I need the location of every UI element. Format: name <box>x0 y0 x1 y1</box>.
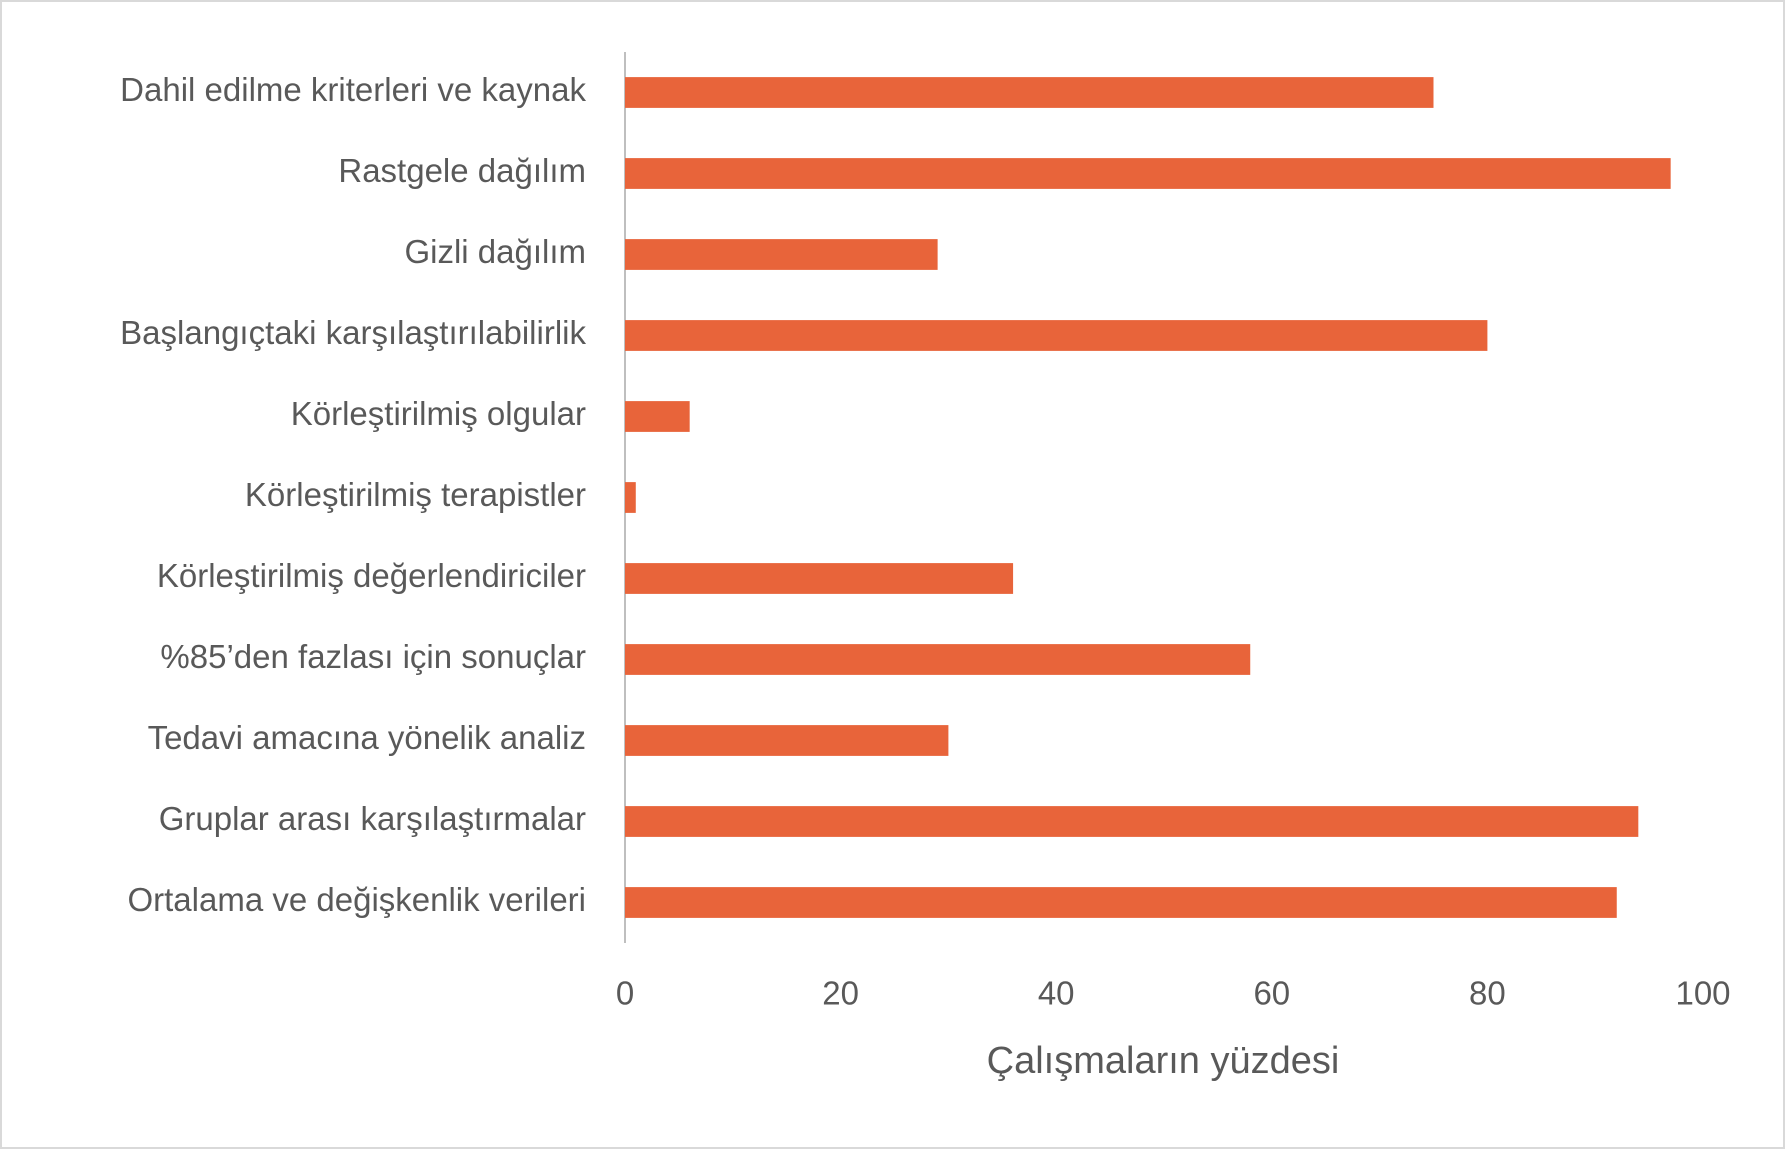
y-tick-label: Başlangıçtaki karşılaştırılabilirlik <box>120 314 586 351</box>
x-tick-label: 100 <box>1675 975 1730 1012</box>
y-tick-label: Körleştirilmiş terapistler <box>245 476 586 513</box>
x-tick-label: 40 <box>1038 975 1075 1012</box>
bar <box>625 158 1671 189</box>
x-tick-label: 80 <box>1469 975 1506 1012</box>
bar <box>625 563 1014 594</box>
y-tick-label: %85’den fazlası için sonuçlar <box>160 638 586 675</box>
y-tick-label: Gruplar arası karşılaştırmalar <box>159 800 586 837</box>
bar <box>625 644 1251 675</box>
y-tick-label: Gizli dağılım <box>404 233 586 270</box>
x-axis-title: Çalışmaların yüzdesi <box>987 1040 1340 1082</box>
x-tick-label: 20 <box>822 975 859 1012</box>
y-tick-label: Körleştirilmiş olgular <box>291 395 586 432</box>
bar <box>625 77 1434 108</box>
x-tick-label: 0 <box>616 975 634 1012</box>
y-tick-label: Körleştirilmiş değerlendiriciler <box>157 557 586 594</box>
bar <box>625 239 938 270</box>
bar <box>625 887 1617 918</box>
bar <box>625 320 1488 351</box>
bar <box>625 725 949 756</box>
bar <box>625 401 690 432</box>
y-tick-label: Ortalama ve değişkenlik verileri <box>127 881 586 918</box>
y-tick-label: Tedavi amacına yönelik analiz <box>148 719 586 756</box>
bar <box>625 482 636 513</box>
y-tick-label: Rastgele dağılım <box>338 152 586 189</box>
x-tick-label: 60 <box>1253 975 1290 1012</box>
y-tick-label: Dahil edilme kriterleri ve kaynak <box>120 71 586 108</box>
bar <box>625 806 1639 837</box>
